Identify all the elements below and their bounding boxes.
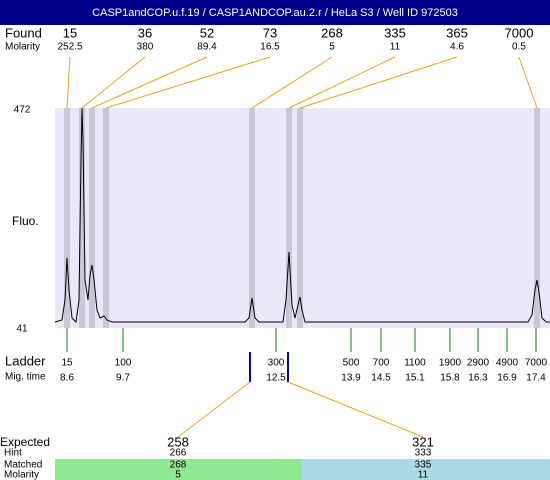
peak-band	[534, 108, 540, 328]
ladder-time: 15.8	[440, 373, 460, 384]
ladder-time: 12.5	[266, 373, 286, 384]
found-size: 15	[63, 25, 77, 40]
peak-connector	[288, 56, 396, 109]
hint-size: 333	[415, 448, 432, 459]
found-size: 73	[263, 25, 277, 40]
trace	[54, 107, 550, 324]
found-size: 365	[446, 25, 468, 40]
matched-molarity: 11	[418, 470, 429, 480]
found-molarity: 4.6	[450, 42, 464, 53]
peak-band	[297, 108, 303, 328]
peak-connector	[299, 56, 458, 109]
expected-connector	[287, 381, 424, 438]
ladder-time: 14.5	[371, 373, 391, 384]
ladder-size: 500	[343, 358, 360, 369]
found-molarity: 11	[390, 42, 401, 53]
ladder-size: 700	[373, 358, 390, 369]
peak-connector	[518, 56, 538, 109]
ladder-time: 8.6	[60, 373, 74, 384]
peak-connector	[81, 56, 146, 109]
peak-connector	[105, 56, 271, 109]
matched-molarity: 5	[175, 470, 181, 480]
fluo-min: 41	[16, 324, 28, 335]
ladder-size: 7000	[525, 358, 548, 369]
found-size: 268	[321, 25, 343, 40]
peak-band	[286, 108, 292, 328]
expected-label: Expected	[0, 435, 50, 449]
peak-band	[103, 108, 109, 328]
matched-label: Matched	[4, 460, 42, 471]
ladder-time: 13.9	[341, 373, 361, 384]
title: CASP1andCOP.u.f.19 / CASP1ANDCOP.au.2.r …	[92, 7, 458, 19]
peak-connector	[91, 56, 208, 109]
peak-band	[249, 108, 255, 328]
peak-connector	[251, 56, 333, 109]
found-label: Found	[5, 25, 42, 40]
expected-size: 258	[167, 434, 189, 449]
expected-connector	[177, 381, 251, 438]
found-molarity: 0.5	[512, 42, 526, 53]
molarity-label: Molarity	[5, 42, 40, 53]
found-molarity: 5	[329, 42, 335, 53]
found-molarity: 252.5	[57, 42, 82, 53]
fluo-max: 472	[14, 105, 31, 116]
ladder-size: 15	[61, 358, 73, 369]
mig-time-label: Mig. time	[5, 372, 46, 383]
peak-band	[79, 108, 85, 328]
ladder-time: 16.3	[468, 373, 488, 384]
found-molarity: 16.5	[260, 42, 280, 53]
ladder-time: 16.9	[497, 373, 517, 384]
found-size: 7000	[505, 25, 534, 40]
fluo-label: Fluo.	[12, 214, 39, 228]
found-molarity: 380	[137, 42, 154, 53]
ladder-label: Ladder	[5, 353, 46, 368]
ladder-size: 2900	[467, 358, 490, 369]
title-bar	[0, 0, 550, 25]
ladder-size: 1900	[439, 358, 462, 369]
peak-band	[89, 108, 95, 328]
ladder-time: 15.1	[405, 373, 425, 384]
molarity-label: Molarity	[4, 470, 39, 480]
ladder-time: 9.7	[116, 373, 130, 384]
ladder-size: 100	[115, 358, 132, 369]
matched-size: 268	[170, 460, 187, 471]
peak-connector	[66, 56, 71, 109]
matched-bar	[55, 459, 302, 480]
found-size: 36	[138, 25, 152, 40]
matched-size: 335	[415, 460, 432, 471]
ladder-time: 17.4	[526, 373, 546, 384]
peak-band	[64, 108, 70, 328]
hint-label: Hint	[4, 448, 22, 459]
matched-bar	[302, 459, 550, 480]
ladder-size: 300	[268, 358, 285, 369]
ladder-size: 1100	[404, 358, 426, 369]
ladder-size: 4900	[496, 358, 519, 369]
found-size: 335	[384, 25, 406, 40]
found-size: 52	[200, 25, 214, 40]
found-molarity: 89.4	[197, 42, 217, 53]
hint-size: 266	[170, 448, 187, 459]
expected-size: 321	[412, 434, 434, 449]
